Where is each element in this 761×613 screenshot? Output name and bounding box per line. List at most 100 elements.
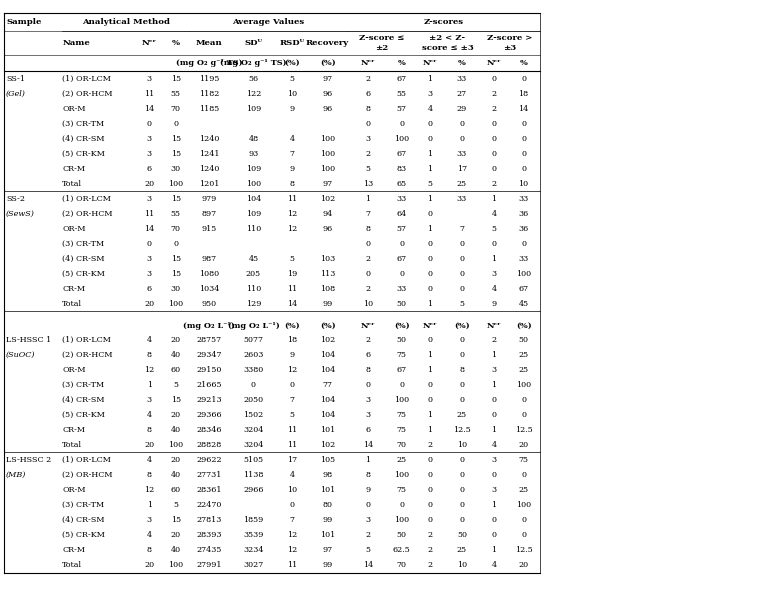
Text: 0: 0 [400, 501, 404, 509]
Text: 2: 2 [492, 180, 496, 188]
Text: 2: 2 [365, 150, 371, 158]
Text: 67: 67 [518, 285, 529, 293]
Text: 104: 104 [320, 351, 336, 359]
Text: (4) CR-SM: (4) CR-SM [62, 516, 105, 524]
Text: 6: 6 [147, 165, 151, 173]
Text: 20: 20 [144, 300, 154, 308]
Text: 36: 36 [518, 225, 529, 233]
Text: 28828: 28828 [196, 441, 222, 449]
Text: (SewS): (SewS) [6, 210, 35, 218]
Text: 40: 40 [170, 426, 181, 434]
Text: 2: 2 [365, 285, 371, 293]
Text: 40: 40 [170, 351, 181, 359]
Text: 1: 1 [492, 351, 496, 359]
Text: 0: 0 [492, 120, 496, 128]
Text: 3: 3 [365, 135, 371, 143]
Text: 15: 15 [170, 75, 181, 83]
Text: (Gel): (Gel) [6, 89, 26, 97]
Text: 1: 1 [492, 381, 496, 389]
Text: 33: 33 [457, 150, 467, 158]
Text: 0: 0 [428, 516, 432, 524]
Text: 0: 0 [460, 240, 464, 248]
Text: 101: 101 [320, 486, 336, 494]
Text: 14: 14 [518, 105, 529, 113]
Text: (mg O₂ L⁻¹): (mg O₂ L⁻¹) [183, 321, 235, 330]
Text: 950: 950 [202, 300, 217, 308]
Text: 70: 70 [170, 225, 181, 233]
Text: (3) CR-TM: (3) CR-TM [62, 381, 104, 389]
Text: 3: 3 [147, 195, 151, 203]
Text: 0: 0 [521, 396, 526, 404]
Text: 0: 0 [460, 456, 464, 464]
Text: 3: 3 [492, 456, 496, 464]
Text: Name: Name [62, 39, 90, 47]
Text: 0: 0 [400, 270, 404, 278]
Text: 0: 0 [428, 456, 432, 464]
Text: 110: 110 [246, 285, 261, 293]
Text: 0: 0 [521, 165, 526, 173]
Text: 1: 1 [492, 255, 496, 263]
Text: 11: 11 [287, 561, 298, 569]
Text: 104: 104 [320, 366, 336, 374]
Text: 1: 1 [428, 366, 432, 374]
Text: (5) CR-KM: (5) CR-KM [62, 531, 105, 539]
Text: 0: 0 [492, 471, 496, 479]
Text: 1138: 1138 [244, 471, 263, 479]
Text: Sample: Sample [6, 18, 41, 26]
Text: 8: 8 [365, 366, 371, 374]
Text: SS-1: SS-1 [6, 75, 25, 83]
Text: RSDᵂ: RSDᵂ [279, 39, 305, 47]
Text: (%): (%) [320, 321, 336, 330]
Text: 18: 18 [518, 89, 529, 97]
Text: 97: 97 [323, 546, 333, 554]
Text: Nᵉʳ: Nᵉʳ [422, 59, 438, 67]
Text: 70: 70 [396, 561, 407, 569]
Text: 4: 4 [147, 411, 151, 419]
Text: 1: 1 [428, 150, 432, 158]
Text: 27: 27 [457, 89, 467, 97]
Text: 0: 0 [492, 75, 496, 83]
Text: 1240: 1240 [199, 165, 219, 173]
Text: 3: 3 [492, 366, 496, 374]
Text: 6: 6 [365, 426, 371, 434]
Text: Nᵉʳ: Nᵉʳ [486, 321, 501, 330]
Text: %: % [172, 39, 180, 47]
Text: 4: 4 [290, 471, 295, 479]
Text: 1240: 1240 [199, 135, 219, 143]
Text: 27435: 27435 [196, 546, 222, 554]
Text: 11: 11 [287, 426, 298, 434]
Text: 5: 5 [290, 411, 295, 419]
Text: 15: 15 [170, 396, 181, 404]
Text: Nᵉʳ: Nᵉʳ [422, 321, 438, 330]
Text: 18: 18 [287, 336, 298, 344]
Text: (1) OR-LCM: (1) OR-LCM [62, 75, 111, 83]
Text: 9: 9 [290, 351, 295, 359]
Text: (5) CR-KM: (5) CR-KM [62, 150, 105, 158]
Text: 129: 129 [246, 300, 261, 308]
Text: 0: 0 [400, 120, 404, 128]
Text: 97: 97 [323, 180, 333, 188]
Text: 5: 5 [290, 75, 295, 83]
Text: 105: 105 [320, 456, 335, 464]
Text: Z-score >
±3: Z-score > ±3 [487, 34, 533, 51]
Text: %: % [520, 59, 527, 67]
Text: 20: 20 [144, 180, 154, 188]
Text: 2: 2 [428, 531, 432, 539]
Text: 20: 20 [170, 456, 181, 464]
Text: 0: 0 [147, 240, 151, 248]
Text: 1201: 1201 [199, 180, 219, 188]
Text: 12: 12 [287, 366, 298, 374]
Text: 0: 0 [428, 336, 432, 344]
Text: 1: 1 [428, 411, 432, 419]
Text: 67: 67 [396, 255, 407, 263]
Text: 0: 0 [428, 381, 432, 389]
Text: 33: 33 [396, 285, 407, 293]
Text: 12.5: 12.5 [514, 546, 533, 554]
Text: 30: 30 [170, 285, 181, 293]
Text: 4: 4 [492, 285, 496, 293]
Text: (%): (%) [394, 321, 409, 330]
Text: 0: 0 [428, 486, 432, 494]
Text: 75: 75 [396, 351, 407, 359]
Text: 3027: 3027 [244, 561, 263, 569]
Text: 1034: 1034 [199, 285, 219, 293]
